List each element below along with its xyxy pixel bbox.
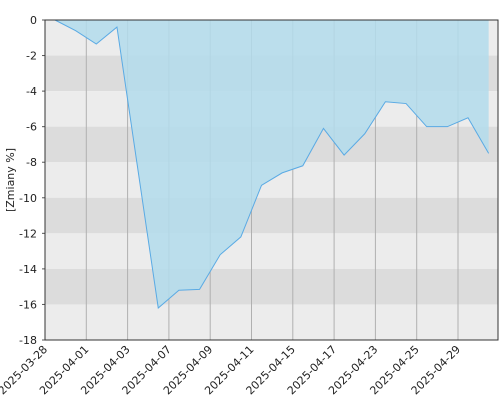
- y-tick-label: -4: [26, 85, 37, 98]
- grid-band: [45, 197, 498, 234]
- y-tick-label: -8: [26, 156, 37, 169]
- y-tick-label: -12: [19, 227, 37, 240]
- y-tick-label: -14: [19, 263, 37, 276]
- plot-frame: [44, 19, 499, 341]
- grid-band: [45, 233, 498, 269]
- y-tick-label: 0: [30, 14, 37, 27]
- area-line: [54, 19, 490, 309]
- grid-band: [45, 268, 498, 305]
- y-tick-label: -16: [19, 298, 37, 311]
- y-tick-label: -2: [26, 50, 37, 63]
- grid-band: [45, 304, 498, 340]
- y-tick-label: -10: [19, 192, 37, 205]
- y-axis-label: [Zmiany %]: [4, 148, 17, 212]
- y-tick-label: -6: [26, 121, 37, 134]
- area-fill: [55, 20, 489, 308]
- y-tick-label: -18: [19, 334, 37, 347]
